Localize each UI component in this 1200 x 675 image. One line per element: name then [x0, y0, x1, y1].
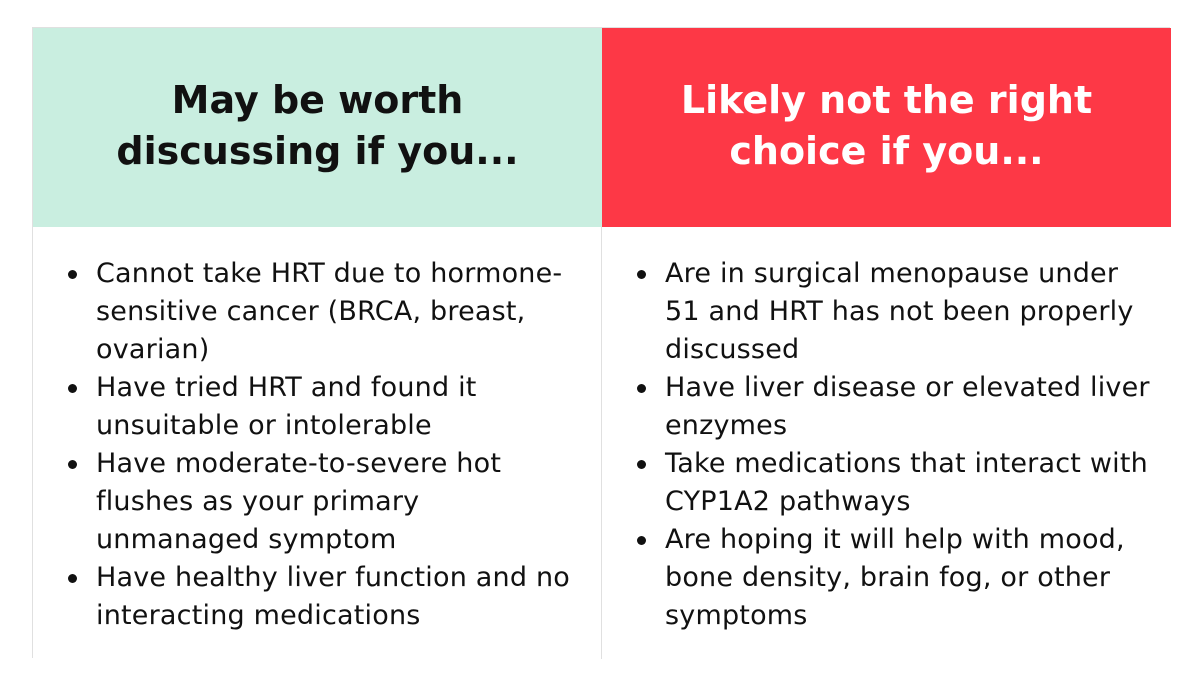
list-item: Cannot take HRT due to hormone-sensitive…: [65, 255, 591, 369]
comparison-table: May be worth discussing if you... Likely…: [32, 27, 1171, 659]
heading-text: May be worth discussing if you...: [116, 77, 519, 173]
bullet-icon: [637, 536, 646, 545]
list-item: Have liver disease or elevated liver enz…: [634, 369, 1161, 445]
bullet-icon: [637, 384, 646, 393]
list-item: Take medications that interact with CYP1…: [634, 445, 1161, 521]
bullet-icon: [68, 270, 77, 279]
bullet-icon: [68, 574, 77, 583]
list-item: Are hoping it will help with mood, bone …: [634, 521, 1161, 635]
heading-text: Likely not the right choice if you...: [680, 77, 1093, 173]
not-right-choice-list-cell: Are in surgical menopause under 51 and H…: [602, 227, 1171, 659]
list-item: Have moderate-to-severe hot flushes as y…: [65, 445, 591, 559]
not-right-choice-list: Are in surgical menopause under 51 and H…: [634, 255, 1161, 635]
column-heading-not-right-choice: Likely not the right choice if you...: [602, 28, 1171, 227]
worth-discussing-list: Cannot take HRT due to hormone-sensitive…: [65, 255, 591, 635]
list-item: Have tried HRT and found it unsuitable o…: [65, 369, 591, 445]
bullet-icon: [637, 270, 646, 279]
list-item: Are in surgical menopause under 51 and H…: [634, 255, 1161, 369]
column-heading-worth-discussing: May be worth discussing if you...: [33, 28, 602, 227]
worth-discussing-list-cell: Cannot take HRT due to hormone-sensitive…: [33, 227, 602, 659]
bullet-icon: [637, 460, 646, 469]
bullet-icon: [68, 460, 77, 469]
list-item: Have healthy liver function and no inter…: [65, 559, 591, 635]
bullet-icon: [68, 384, 77, 393]
